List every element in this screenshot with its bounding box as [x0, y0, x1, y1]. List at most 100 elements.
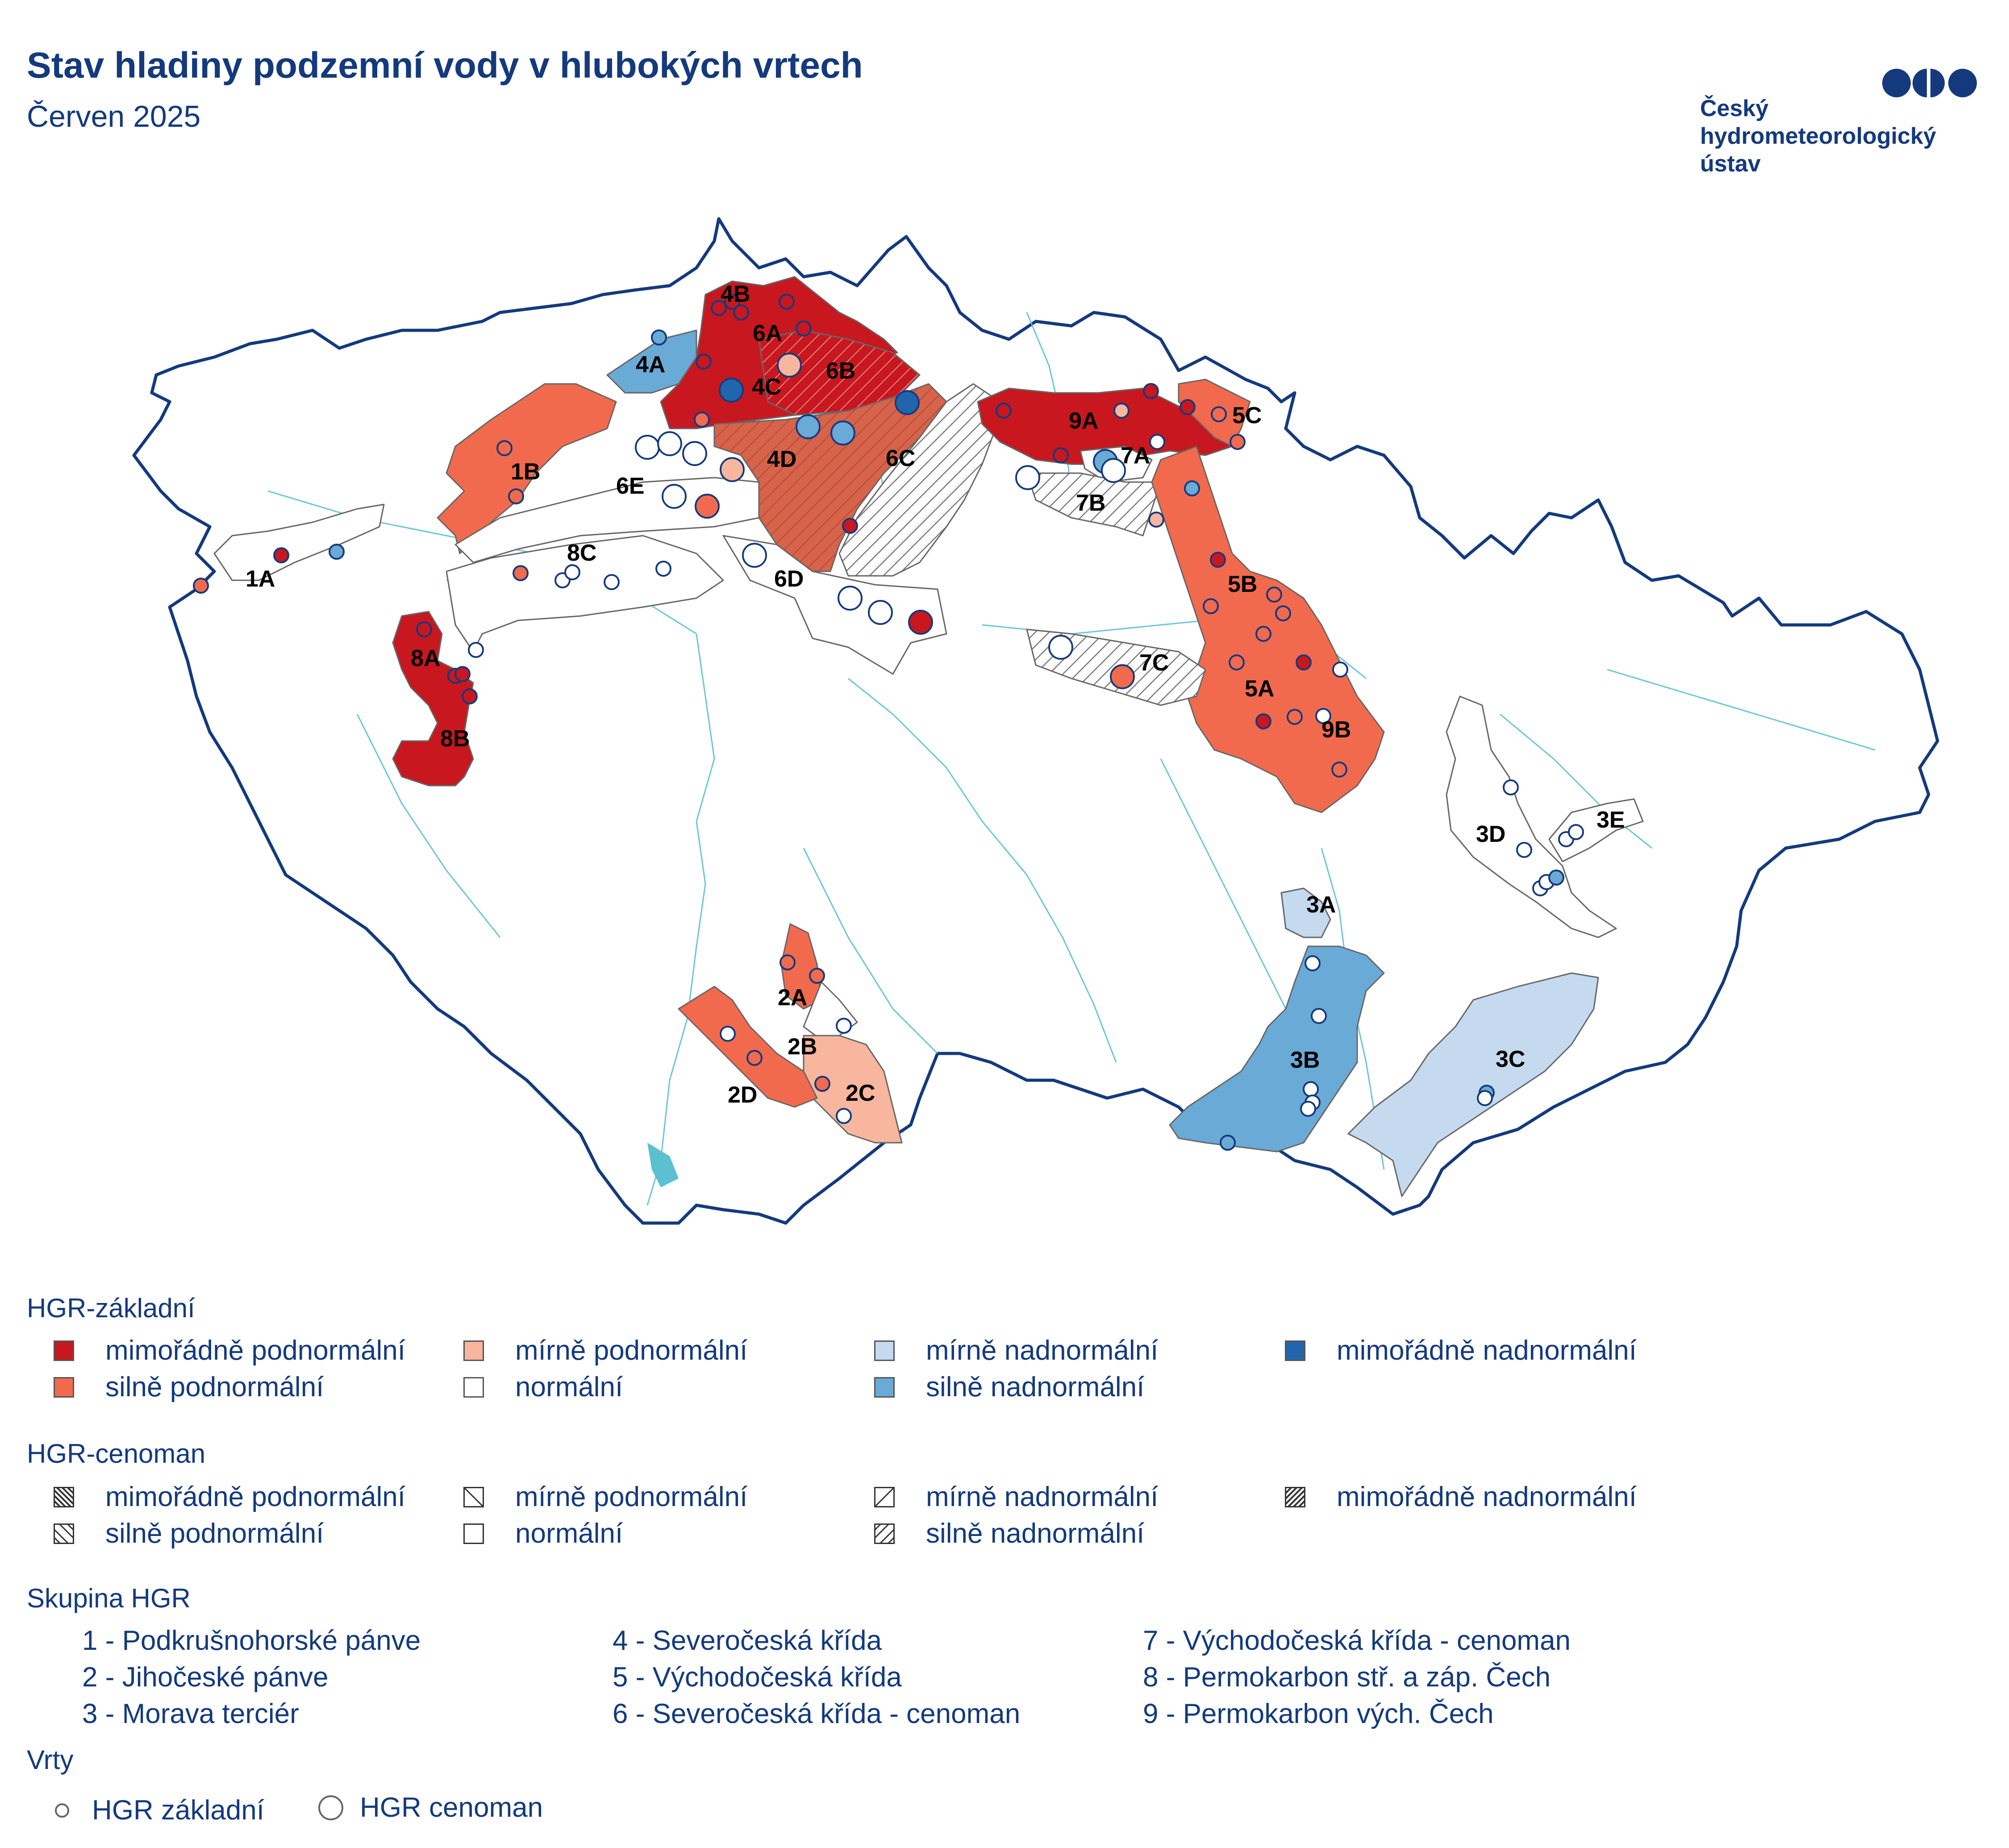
well-marker	[1180, 399, 1196, 415]
legend-item: normální	[463, 1371, 623, 1403]
regions	[213, 276, 1644, 1197]
region-3b	[1169, 945, 1385, 1153]
chmi-logo-icon	[1882, 69, 1977, 97]
region-3c	[1347, 972, 1599, 1197]
well-marker	[777, 353, 802, 378]
page-subtitle: Červen 2025	[27, 100, 201, 133]
well-marker	[193, 578, 209, 594]
legend-cenoman-title: HGR-cenoman	[27, 1439, 206, 1469]
logo-line-3: ústav	[1700, 151, 1761, 177]
well-marker	[682, 441, 707, 466]
group-item: 4 - Severočeská křída	[613, 1625, 882, 1656]
well-marker	[462, 688, 478, 704]
region-label: 2C	[846, 1080, 875, 1106]
region-7b	[1026, 472, 1162, 537]
legend-label: normální	[515, 1372, 623, 1403]
well-marker	[1015, 465, 1040, 490]
region-label: 9B	[1321, 717, 1351, 743]
legend-skupina-title: Skupina HGR	[27, 1583, 191, 1613]
well-marker	[1296, 654, 1312, 670]
legend-label: mimořádně nadnormální	[1337, 1482, 1637, 1512]
legend-swatch	[874, 1377, 895, 1398]
region-label: 7B	[1076, 490, 1105, 516]
region-label: 5B	[1228, 571, 1257, 597]
well-marker	[1220, 1135, 1236, 1151]
legend-vrty-title: Vrty	[27, 1745, 74, 1775]
region-label: 3E	[1596, 807, 1625, 833]
region-label: 3C	[1496, 1046, 1525, 1072]
region-label: 2A	[778, 985, 807, 1011]
well-marker	[1516, 842, 1532, 858]
well-marker	[496, 440, 513, 456]
well-marker	[836, 1108, 852, 1124]
region-label: 4C	[752, 374, 781, 400]
well-marker	[1184, 480, 1200, 496]
country-border	[132, 217, 1939, 1225]
region-label: 3A	[1306, 892, 1336, 918]
region-label: 9A	[1069, 408, 1098, 434]
group-item: 5 - Východočeská křída	[613, 1662, 902, 1693]
legend-item: mírně nadnormální	[874, 1335, 1158, 1366]
legend-item: silně podnormální	[54, 1371, 324, 1403]
well-marker	[1266, 587, 1282, 603]
legend-item: mimořádně nadnormální	[1285, 1335, 1637, 1366]
region-label: 3B	[1290, 1047, 1320, 1073]
region-label: 3D	[1476, 821, 1505, 847]
region-label: 8C	[567, 540, 596, 566]
well-marker	[273, 547, 289, 563]
legend-label: silně nadnormální	[926, 1372, 1145, 1403]
well-marker	[1203, 598, 1219, 614]
well-marker	[1548, 870, 1564, 886]
well-marker	[1275, 605, 1291, 621]
legend-label: HGR cenoman	[360, 1792, 543, 1823]
well-marker	[1230, 434, 1246, 450]
region-label: 4B	[721, 281, 750, 307]
region-label: 7A	[1121, 443, 1150, 469]
legend-swatch	[54, 1377, 74, 1398]
legend-label: silně podnormální	[105, 1518, 324, 1549]
well-marker	[454, 666, 471, 682]
well-marker	[1053, 447, 1069, 463]
legend-item: silně nadnormální	[874, 1371, 1144, 1403]
well-marker	[838, 586, 863, 611]
well-marker	[996, 403, 1012, 419]
well-marker	[1332, 662, 1348, 678]
well-marker	[468, 642, 484, 658]
well-marker	[1101, 458, 1126, 483]
well-marker	[868, 600, 893, 625]
well-marker	[564, 564, 580, 580]
well-marker	[1143, 383, 1159, 399]
well-marker	[895, 390, 920, 415]
legend-swatch	[54, 1486, 74, 1507]
well-marker	[742, 543, 767, 568]
region-1a	[213, 504, 385, 581]
well-marker	[1113, 403, 1130, 419]
legend-item: HGR cenoman	[317, 1792, 543, 1823]
legend-swatch	[463, 1523, 484, 1544]
legend-item: normální	[463, 1518, 623, 1549]
region-label: 5C	[1232, 403, 1262, 429]
well-marker	[662, 484, 687, 509]
region-label: 4D	[767, 446, 796, 472]
well-marker	[1287, 709, 1303, 725]
well-marker	[1303, 1081, 1319, 1097]
legend-item: HGR základní	[52, 1794, 264, 1826]
well-marker	[1149, 434, 1165, 450]
map-czech-republic: 1A 1B 2A 2B 2C 2D 3A 3B 3C 3D 3E 4A 4B 4…	[132, 217, 1939, 1225]
group-item: 1 - Podkrušnohorské pánve	[82, 1625, 421, 1656]
legend-swatch	[874, 1523, 895, 1544]
legend-zakladni-title: HGR-základní	[27, 1293, 195, 1323]
region-label: 7C	[1139, 650, 1169, 676]
well-marker	[1331, 762, 1347, 778]
well-marker	[416, 621, 432, 637]
region-label: 6B	[826, 358, 855, 384]
legend-swatch	[1285, 1486, 1305, 1507]
group-item: 6 - Severočeská křída - cenoman	[613, 1698, 1021, 1729]
well-marker	[842, 518, 858, 534]
well-marker	[1255, 626, 1271, 642]
well-marker	[694, 412, 710, 428]
well-marker	[908, 610, 933, 635]
well-marker	[746, 1050, 763, 1066]
region-label: 2D	[728, 1082, 757, 1108]
region-label: 2B	[788, 1034, 817, 1060]
